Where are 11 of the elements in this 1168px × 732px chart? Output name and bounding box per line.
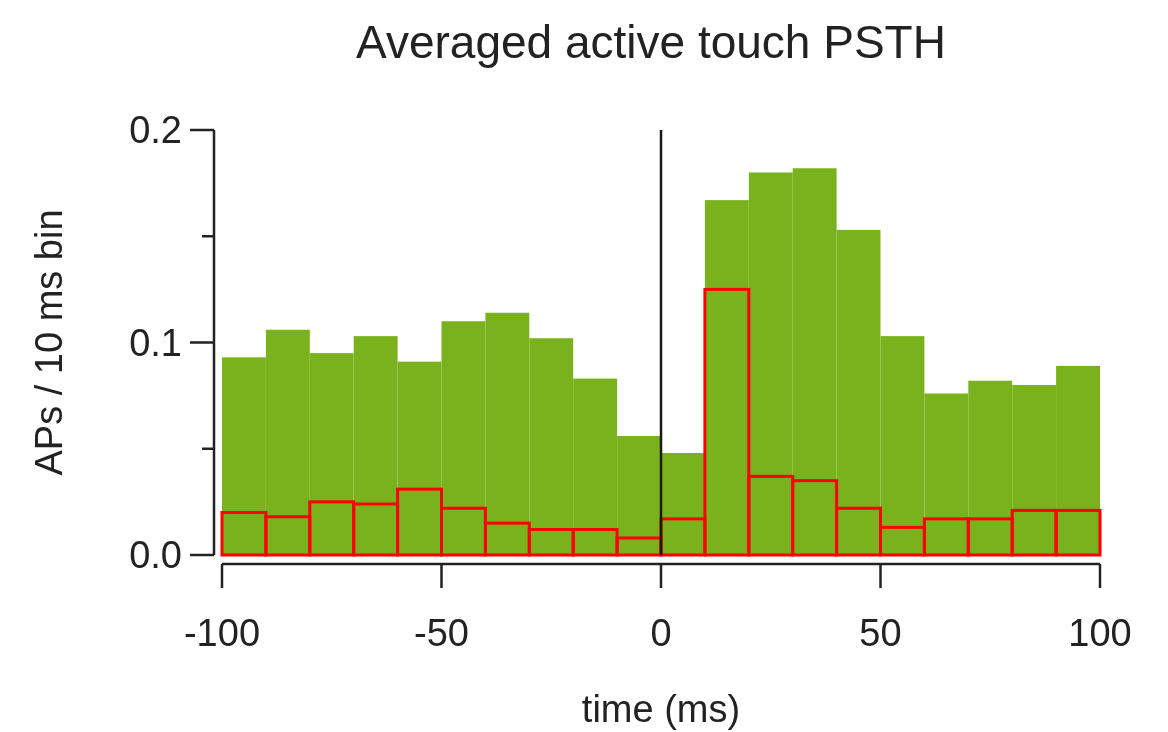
y-tick-label: 0.1 xyxy=(129,321,182,364)
x-tick-label: 100 xyxy=(1068,612,1132,654)
x-tick-label: 50 xyxy=(859,612,902,654)
y-tick-label: 0.0 xyxy=(129,534,182,577)
x-axis-title: time (ms) xyxy=(581,688,741,730)
y-tick-label: 0.2 xyxy=(129,109,182,152)
x-tick-label: -100 xyxy=(183,612,261,654)
chart-title: Averaged active touch PSTH xyxy=(356,16,946,68)
y-axis-title: APs / 10 ms bin xyxy=(28,209,70,476)
x-tick-label: 0 xyxy=(650,612,672,654)
x-tick-label: -50 xyxy=(414,612,469,654)
